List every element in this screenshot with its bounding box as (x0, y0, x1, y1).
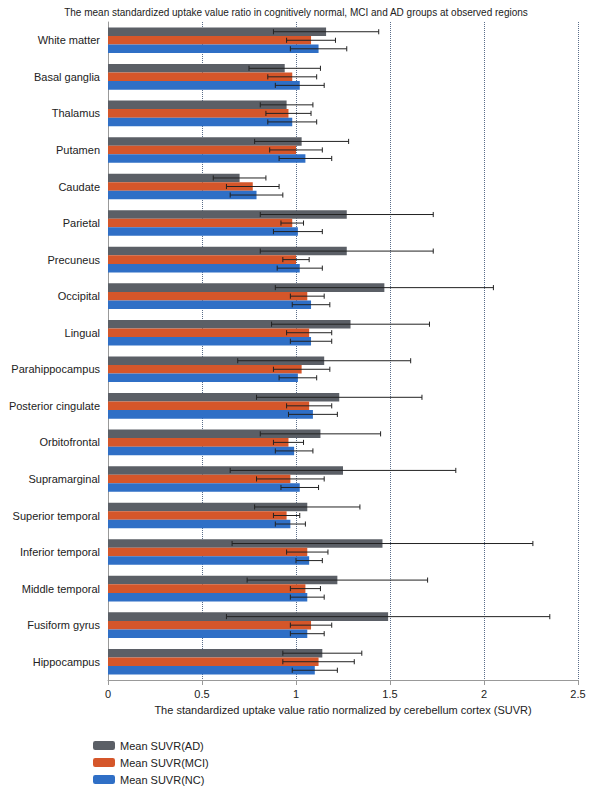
svg-text:Middle temporal: Middle temporal (22, 583, 100, 595)
svg-text:Parahippocampus: Parahippocampus (11, 363, 100, 375)
svg-text:0.5: 0.5 (194, 688, 209, 700)
svg-text:The standardized uptake value: The standardized uptake value ratio norm… (154, 704, 531, 716)
svg-text:Caudate: Caudate (58, 181, 100, 193)
svg-text:Inferior temporal: Inferior temporal (20, 546, 100, 558)
svg-text:Precuneus: Precuneus (47, 254, 100, 266)
svg-text:Thalamus: Thalamus (52, 107, 101, 119)
svg-text:0: 0 (105, 688, 111, 700)
svg-text:1.5: 1.5 (382, 688, 397, 700)
svg-text:Putamen: Putamen (56, 144, 100, 156)
svg-text:Superior temporal: Superior temporal (13, 510, 100, 522)
svg-text:Supramarginal: Supramarginal (28, 473, 100, 485)
svg-text:White matter: White matter (38, 34, 101, 46)
svg-text:Mean SUVR(MCI): Mean SUVR(MCI) (120, 757, 209, 769)
svg-text:Occipital: Occipital (58, 290, 100, 302)
svg-text:Parietal: Parietal (63, 217, 100, 229)
svg-text:Hippocampus: Hippocampus (33, 656, 101, 668)
svg-text:2.5: 2.5 (570, 688, 585, 700)
svg-text:The mean standardized uptake v: The mean standardized uptake value ratio… (64, 7, 528, 18)
svg-text:1: 1 (293, 688, 299, 700)
svg-text:Mean SUVR(AD): Mean SUVR(AD) (120, 740, 204, 752)
svg-text:Posterior cingulate: Posterior cingulate (9, 400, 100, 412)
svg-text:Fusiform gyrus: Fusiform gyrus (27, 619, 100, 631)
svg-text:2: 2 (481, 688, 487, 700)
svg-text:Lingual: Lingual (65, 327, 100, 339)
svg-text:Mean SUVR(NC): Mean SUVR(NC) (120, 774, 204, 786)
svg-text:Orbitofrontal: Orbitofrontal (39, 436, 100, 448)
svg-text:Basal ganglia: Basal ganglia (34, 71, 101, 83)
